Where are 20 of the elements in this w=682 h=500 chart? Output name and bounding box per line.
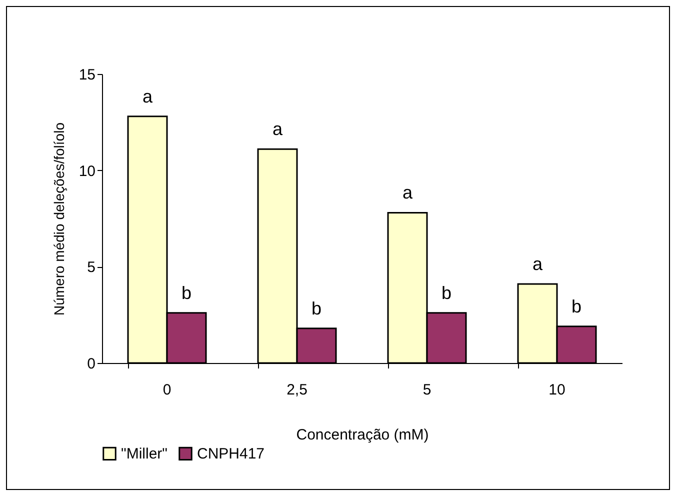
- data-label: a: [272, 119, 284, 140]
- x-axis-title: Concentração (mM): [296, 426, 429, 444]
- x-tick-label: 0: [162, 382, 172, 398]
- x-tick-label: 2,5: [286, 382, 308, 398]
- legend-label: CNPH417: [197, 446, 265, 463]
- data-label: b: [181, 282, 192, 303]
- data-label: a: [402, 182, 414, 203]
- data-label: b: [441, 282, 452, 303]
- x-tick-label: 10: [548, 382, 566, 398]
- y-tick-label: 0: [87, 356, 96, 372]
- x-tick-label: 5: [422, 382, 432, 398]
- y-tick-label: 5: [87, 259, 96, 276]
- legend-label: "Miller": [121, 446, 168, 463]
- y-tick-label: 15: [78, 66, 96, 84]
- data-label: a: [142, 86, 154, 106]
- data-label: b: [571, 296, 582, 316]
- data-label: b: [311, 298, 322, 318]
- data-label: a: [532, 254, 544, 274]
- y-axis-title: Número médio deleções/folíolo: [50, 122, 67, 316]
- y-tick-label: 10: [78, 162, 96, 180]
